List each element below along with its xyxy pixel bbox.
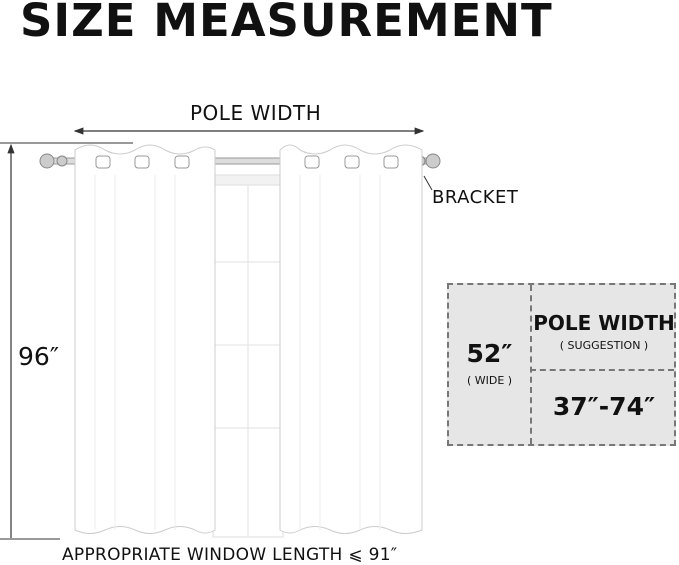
window-icon (212, 174, 284, 538)
width-caption: ( WIDE ) (466, 374, 513, 387)
divider (530, 285, 532, 444)
window-length-label: APPROPRIATE WINDOW LENGTH ⩽ 91″ (62, 545, 398, 565)
pole-width-caption: ( SUGGESTION ) (559, 339, 649, 352)
right-curtain-panel-icon (279, 144, 423, 534)
pole-width-label: POLE WIDTH (190, 101, 322, 125)
page-title: SIZE MEASUREMENT (20, 0, 553, 47)
left-curtain-panel-icon (74, 144, 216, 534)
bracket-label: BRACKET (432, 187, 519, 208)
height-label: 96″ (18, 342, 60, 371)
pole-width-title: POLE WIDTH (533, 311, 675, 335)
bracket-pointer (423, 175, 433, 191)
size-info-box: 52″ ( WIDE ) POLE WIDTH ( SUGGESTION ) 3… (447, 283, 676, 446)
pole-width-value: 37″-74″ (552, 392, 656, 421)
divider (530, 369, 674, 371)
width-value: 52″ (466, 339, 513, 368)
